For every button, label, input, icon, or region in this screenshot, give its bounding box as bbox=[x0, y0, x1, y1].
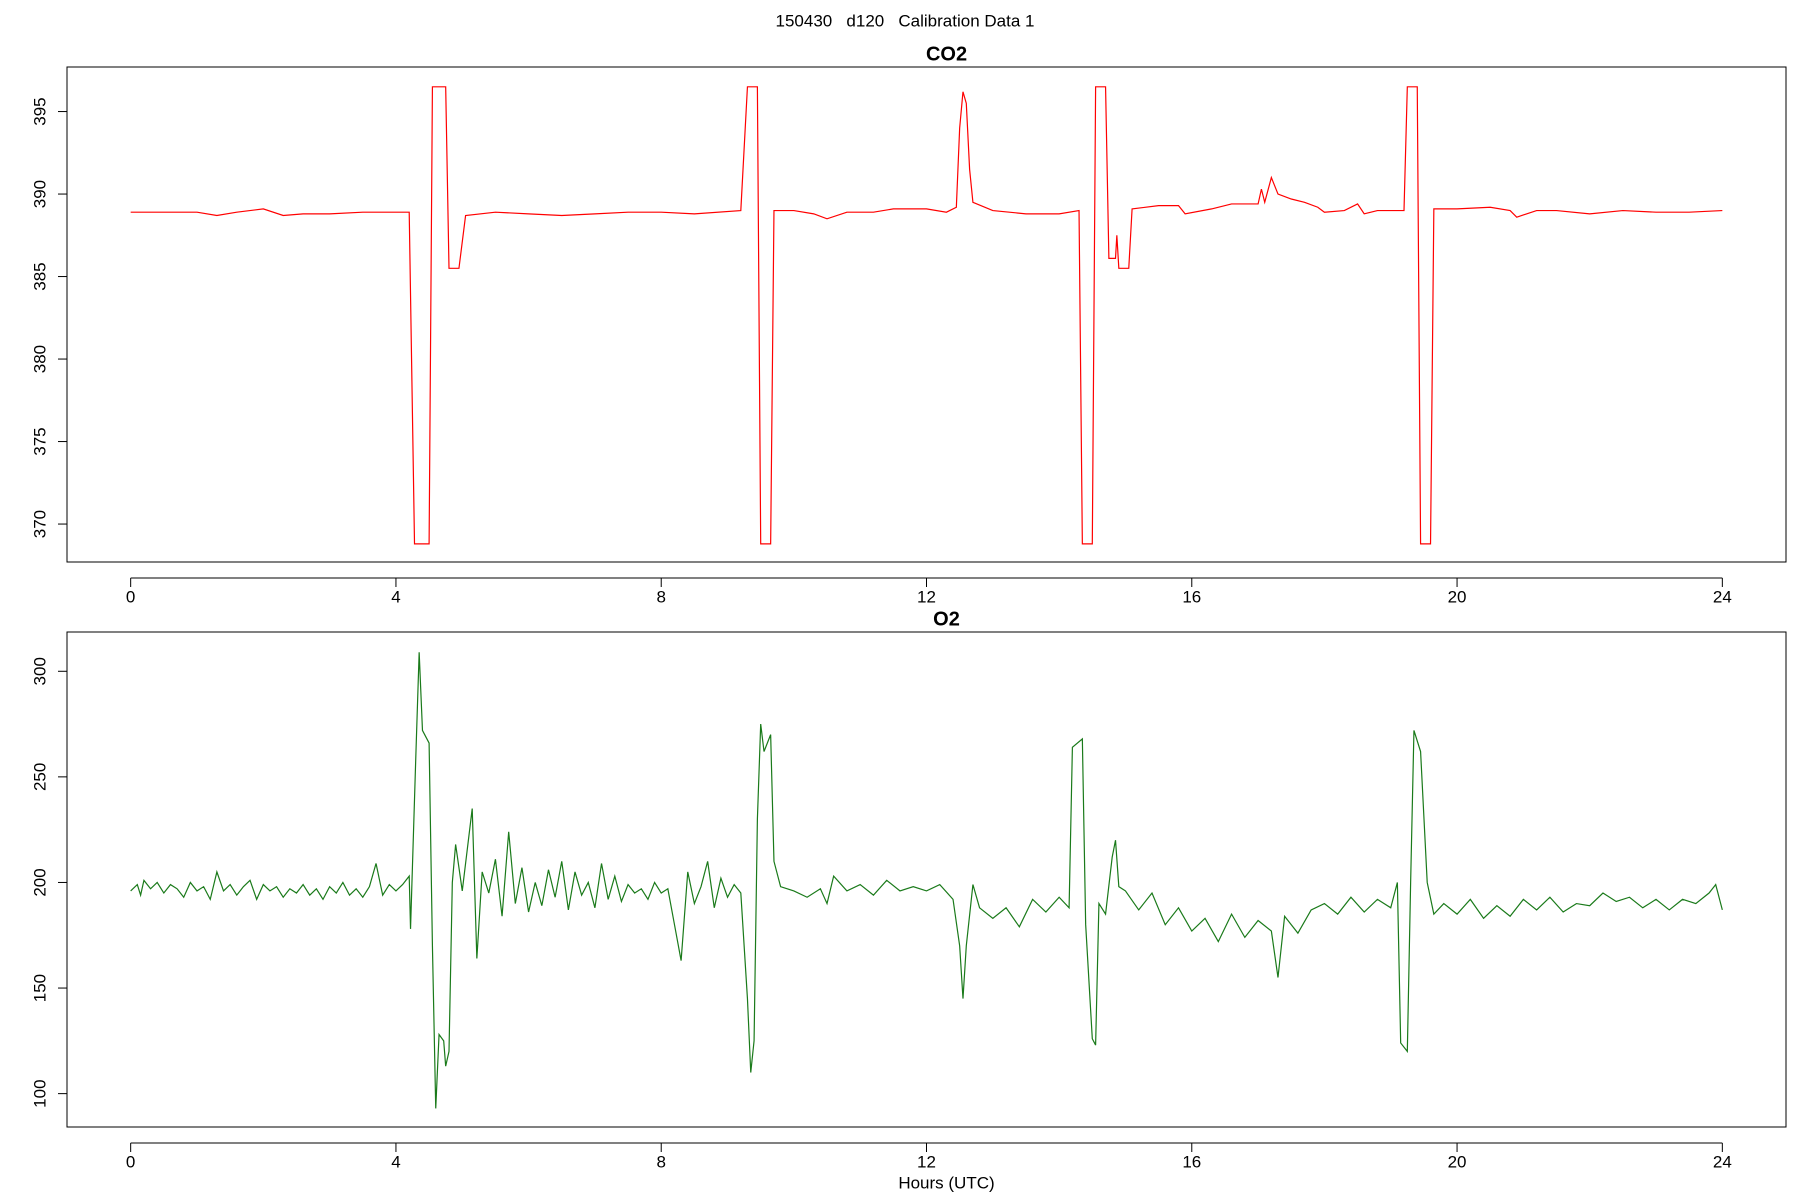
y-tick-label: 390 bbox=[30, 180, 49, 208]
figure-title: 150430 d120 Calibration Data 1 bbox=[776, 11, 1035, 30]
x-tick-label: 0 bbox=[126, 1152, 135, 1171]
x-tick-label: 12 bbox=[917, 1152, 936, 1171]
plot-frame bbox=[66, 631, 1787, 1128]
x-tick-label: 4 bbox=[391, 1152, 400, 1171]
x-tick-label: 8 bbox=[656, 587, 665, 606]
x-tick-label: 24 bbox=[1713, 1152, 1732, 1171]
x-tick-label: 0 bbox=[126, 587, 135, 606]
y-tick-label: 385 bbox=[30, 262, 49, 290]
x-tick-label: 4 bbox=[391, 587, 400, 606]
y-tick-label: 300 bbox=[30, 657, 49, 685]
chart-title: CO2 bbox=[926, 43, 967, 65]
x-tick-label: 16 bbox=[1182, 1152, 1201, 1171]
x-tick-label: 20 bbox=[1448, 1152, 1467, 1171]
y-tick-label: 100 bbox=[30, 1079, 49, 1107]
x-tick-label: 12 bbox=[917, 587, 936, 606]
x-tick-label: 20 bbox=[1448, 587, 1467, 606]
plot-frame bbox=[66, 66, 1787, 563]
chart-title: O2 bbox=[933, 608, 960, 630]
x-tick-label: 8 bbox=[656, 1152, 665, 1171]
y-tick-label: 150 bbox=[30, 974, 49, 1002]
y-tick-label: 395 bbox=[30, 97, 49, 125]
x-tick-label: 24 bbox=[1713, 587, 1732, 606]
x-axis-label: Hours (UTC) bbox=[898, 1173, 994, 1192]
data-line bbox=[130, 86, 1723, 545]
x-tick-label: 16 bbox=[1182, 587, 1201, 606]
y-tick-label: 200 bbox=[30, 868, 49, 896]
y-tick-label: 250 bbox=[30, 763, 49, 791]
y-tick-label: 375 bbox=[30, 427, 49, 455]
y-tick-label: 380 bbox=[30, 345, 49, 373]
y-tick-label: 370 bbox=[30, 510, 49, 538]
data-line bbox=[130, 652, 1723, 1109]
